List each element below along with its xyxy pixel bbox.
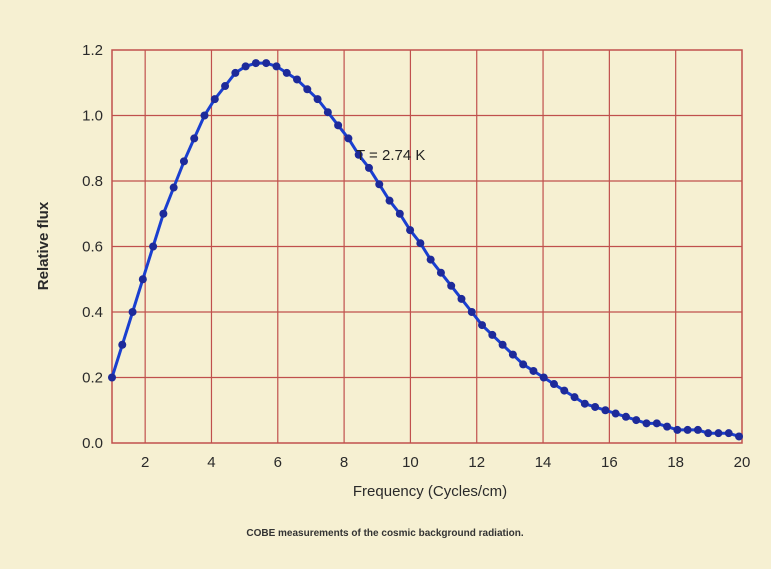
- data-point: [128, 308, 137, 316]
- y-tick-label: 0.8: [82, 173, 103, 190]
- data-point: [704, 429, 713, 438]
- y-tick-label: 0.6: [82, 239, 103, 256]
- y-tick-label: 0.4: [82, 304, 103, 321]
- data-point: [467, 308, 476, 316]
- data-point: [149, 242, 158, 251]
- data-point: [488, 330, 497, 339]
- y-tick-label: 1.2: [82, 42, 103, 59]
- data-point: [426, 255, 435, 264]
- data-point: [159, 209, 168, 218]
- grid: [111, 49, 743, 444]
- data-point: [714, 429, 723, 438]
- data-point: [724, 429, 733, 438]
- caption: COBE measurements of the cosmic backgrou…: [246, 528, 524, 539]
- x-tick-label: 12: [468, 454, 485, 471]
- x-tick-label: 16: [601, 454, 618, 471]
- data-point: [580, 399, 589, 408]
- data-point: [519, 360, 528, 369]
- x-tick-label: 2: [141, 454, 149, 471]
- x-tick-label: 20: [734, 454, 751, 471]
- data-point: [241, 62, 250, 71]
- data-point: [652, 419, 661, 428]
- data-point: [138, 275, 147, 284]
- y-tick-label: 0.2: [82, 370, 103, 387]
- data-point: [169, 183, 178, 192]
- data-point: [416, 239, 425, 248]
- data-point: [272, 62, 281, 71]
- data-point: [354, 150, 363, 159]
- x-axis-label: Frequency (Cycles/cm): [353, 483, 507, 500]
- data-point: [508, 350, 517, 359]
- x-tick-label: 18: [667, 454, 684, 471]
- data-point: [693, 425, 702, 434]
- x-ticks: 2 4 6 8 10 12 14 16 18 20: [141, 454, 750, 471]
- data-point: [529, 366, 538, 375]
- x-tick-label: 14: [535, 454, 552, 471]
- y-axis-label: Relative flux: [35, 201, 52, 290]
- data-point: [549, 380, 558, 389]
- data-point: [447, 281, 456, 290]
- data-point: [632, 416, 641, 425]
- x-tick-label: 10: [402, 454, 419, 471]
- series-markers: [108, 59, 744, 441]
- data-point: [436, 268, 445, 277]
- data-point: [621, 412, 630, 421]
- data-point: [323, 108, 332, 117]
- temperature-annotation: T = 2.74 K: [356, 147, 425, 164]
- x-tick-label: 8: [340, 454, 348, 471]
- data-point: [735, 432, 744, 441]
- data-point: [406, 226, 415, 235]
- data-point: [293, 75, 302, 84]
- data-point: [221, 82, 230, 91]
- data-point: [200, 111, 209, 120]
- data-point: [344, 134, 353, 143]
- data-point: [108, 373, 116, 382]
- data-point: [478, 321, 487, 330]
- data-point: [364, 163, 373, 172]
- y-tick-label: 0.0: [82, 435, 103, 452]
- data-point: [663, 422, 672, 431]
- data-point: [611, 409, 620, 418]
- data-point: [642, 419, 651, 428]
- data-point: [385, 196, 394, 205]
- data-point: [210, 95, 219, 104]
- y-tick-label: 1.0: [82, 108, 103, 125]
- y-ticks: 0.0 0.2 0.4 0.6 0.8 1.0 1.2: [82, 42, 103, 452]
- x-tick-label: 4: [207, 454, 215, 471]
- data-point: [179, 157, 188, 166]
- data-point: [591, 402, 600, 411]
- data-point: [190, 134, 199, 143]
- data-point: [457, 294, 466, 303]
- data-point: [251, 59, 260, 68]
- data-point: [303, 85, 312, 94]
- data-point: [498, 340, 507, 349]
- data-point: [560, 386, 569, 395]
- data-point: [231, 68, 240, 77]
- data-point: [395, 209, 404, 218]
- data-point: [539, 373, 548, 382]
- data-point: [375, 180, 384, 189]
- data-point: [601, 406, 610, 415]
- data-point: [313, 95, 322, 104]
- data-point: [262, 59, 271, 68]
- data-point: [118, 340, 127, 349]
- data-point: [570, 393, 579, 402]
- data-point: [683, 425, 692, 434]
- data-point: [673, 425, 682, 434]
- data-point: [282, 68, 291, 77]
- data-point: [334, 121, 343, 130]
- x-tick-label: 6: [274, 454, 282, 471]
